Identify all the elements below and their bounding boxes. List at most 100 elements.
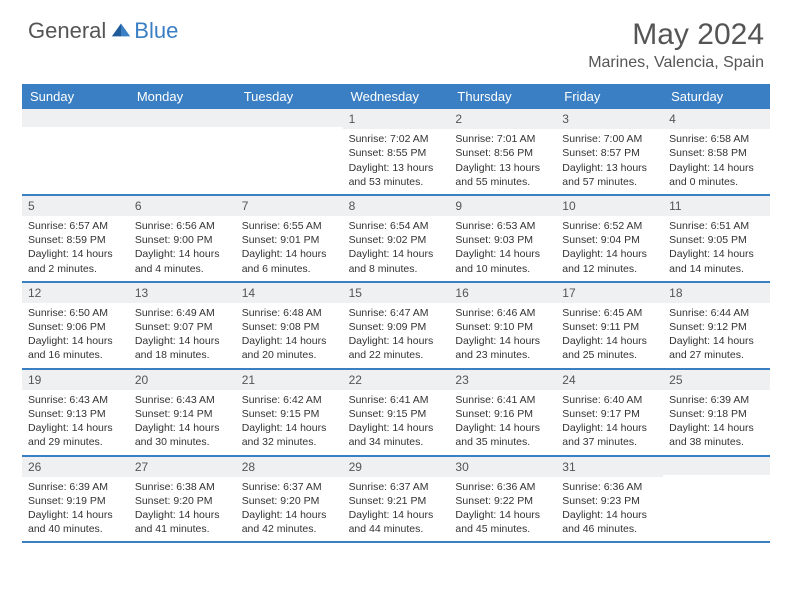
day-header-fri: Friday xyxy=(556,84,663,109)
cell-body xyxy=(129,127,236,185)
cell-body: Sunrise: 6:36 AMSunset: 9:22 PMDaylight:… xyxy=(449,477,556,542)
calendar-cell xyxy=(22,109,129,194)
day-number: 20 xyxy=(129,370,236,390)
cell-body: Sunrise: 6:39 AMSunset: 9:18 PMDaylight:… xyxy=(663,390,770,455)
sunset-text: Sunset: 9:13 PM xyxy=(28,407,123,421)
calendar-cell: 31Sunrise: 6:36 AMSunset: 9:23 PMDayligh… xyxy=(556,457,663,542)
sunset-text: Sunset: 9:12 PM xyxy=(669,320,764,334)
daylight-text: Daylight: 14 hours and 35 minutes. xyxy=(455,421,550,449)
calendar-cell: 21Sunrise: 6:42 AMSunset: 9:15 PMDayligh… xyxy=(236,370,343,455)
cell-body: Sunrise: 6:56 AMSunset: 9:00 PMDaylight:… xyxy=(129,216,236,281)
sunset-text: Sunset: 9:03 PM xyxy=(455,233,550,247)
sunrise-text: Sunrise: 6:46 AM xyxy=(455,306,550,320)
sunrise-text: Sunrise: 6:48 AM xyxy=(242,306,337,320)
sunset-text: Sunset: 9:02 PM xyxy=(349,233,444,247)
calendar-cell: 5Sunrise: 6:57 AMSunset: 8:59 PMDaylight… xyxy=(22,196,129,281)
daylight-text: Daylight: 14 hours and 38 minutes. xyxy=(669,421,764,449)
sunrise-text: Sunrise: 6:44 AM xyxy=(669,306,764,320)
cell-body: Sunrise: 7:02 AMSunset: 8:55 PMDaylight:… xyxy=(343,129,450,194)
day-number: 18 xyxy=(663,283,770,303)
day-number xyxy=(129,109,236,127)
daylight-text: Daylight: 14 hours and 12 minutes. xyxy=(562,247,657,275)
day-number: 22 xyxy=(343,370,450,390)
cell-body: Sunrise: 6:51 AMSunset: 9:05 PMDaylight:… xyxy=(663,216,770,281)
sunset-text: Sunset: 9:00 PM xyxy=(135,233,230,247)
calendar-cell: 7Sunrise: 6:55 AMSunset: 9:01 PMDaylight… xyxy=(236,196,343,281)
sunrise-text: Sunrise: 6:51 AM xyxy=(669,219,764,233)
cell-body xyxy=(236,127,343,185)
day-number: 27 xyxy=(129,457,236,477)
sunrise-text: Sunrise: 6:57 AM xyxy=(28,219,123,233)
sunset-text: Sunset: 9:17 PM xyxy=(562,407,657,421)
cell-body: Sunrise: 6:58 AMSunset: 8:58 PMDaylight:… xyxy=(663,129,770,194)
daylight-text: Daylight: 14 hours and 16 minutes. xyxy=(28,334,123,362)
day-number: 13 xyxy=(129,283,236,303)
cell-body: Sunrise: 6:43 AMSunset: 9:13 PMDaylight:… xyxy=(22,390,129,455)
sunrise-text: Sunrise: 6:53 AM xyxy=(455,219,550,233)
day-number: 26 xyxy=(22,457,129,477)
daylight-text: Daylight: 14 hours and 37 minutes. xyxy=(562,421,657,449)
sunrise-text: Sunrise: 6:54 AM xyxy=(349,219,444,233)
sunrise-text: Sunrise: 6:43 AM xyxy=(28,393,123,407)
week-row: 26Sunrise: 6:39 AMSunset: 9:19 PMDayligh… xyxy=(22,457,770,544)
day-number: 5 xyxy=(22,196,129,216)
calendar-cell: 29Sunrise: 6:37 AMSunset: 9:21 PMDayligh… xyxy=(343,457,450,542)
sunrise-text: Sunrise: 7:00 AM xyxy=(562,132,657,146)
calendar-cell: 10Sunrise: 6:52 AMSunset: 9:04 PMDayligh… xyxy=(556,196,663,281)
sunset-text: Sunset: 9:14 PM xyxy=(135,407,230,421)
cell-body: Sunrise: 6:36 AMSunset: 9:23 PMDaylight:… xyxy=(556,477,663,542)
calendar-cell: 20Sunrise: 6:43 AMSunset: 9:14 PMDayligh… xyxy=(129,370,236,455)
daylight-text: Daylight: 14 hours and 29 minutes. xyxy=(28,421,123,449)
daylight-text: Daylight: 14 hours and 14 minutes. xyxy=(669,247,764,275)
cell-body: Sunrise: 6:41 AMSunset: 9:15 PMDaylight:… xyxy=(343,390,450,455)
day-number: 21 xyxy=(236,370,343,390)
day-number: 11 xyxy=(663,196,770,216)
sunrise-text: Sunrise: 6:37 AM xyxy=(349,480,444,494)
daylight-text: Daylight: 14 hours and 40 minutes. xyxy=(28,508,123,536)
sunrise-text: Sunrise: 6:41 AM xyxy=(455,393,550,407)
calendar-cell: 4Sunrise: 6:58 AMSunset: 8:58 PMDaylight… xyxy=(663,109,770,194)
calendar-cell: 26Sunrise: 6:39 AMSunset: 9:19 PMDayligh… xyxy=(22,457,129,542)
sunrise-text: Sunrise: 6:52 AM xyxy=(562,219,657,233)
calendar-cell: 8Sunrise: 6:54 AMSunset: 9:02 PMDaylight… xyxy=(343,196,450,281)
sunset-text: Sunset: 9:20 PM xyxy=(242,494,337,508)
calendar-cell: 23Sunrise: 6:41 AMSunset: 9:16 PMDayligh… xyxy=(449,370,556,455)
calendar-cell: 11Sunrise: 6:51 AMSunset: 9:05 PMDayligh… xyxy=(663,196,770,281)
day-number: 8 xyxy=(343,196,450,216)
sunset-text: Sunset: 9:07 PM xyxy=(135,320,230,334)
cell-body: Sunrise: 6:55 AMSunset: 9:01 PMDaylight:… xyxy=(236,216,343,281)
day-headers-row: Sunday Monday Tuesday Wednesday Thursday… xyxy=(22,84,770,109)
day-number: 14 xyxy=(236,283,343,303)
cell-body: Sunrise: 6:53 AMSunset: 9:03 PMDaylight:… xyxy=(449,216,556,281)
cell-body: Sunrise: 6:52 AMSunset: 9:04 PMDaylight:… xyxy=(556,216,663,281)
day-header-tue: Tuesday xyxy=(236,84,343,109)
day-number: 10 xyxy=(556,196,663,216)
sunset-text: Sunset: 9:23 PM xyxy=(562,494,657,508)
daylight-text: Daylight: 14 hours and 32 minutes. xyxy=(242,421,337,449)
sunset-text: Sunset: 9:09 PM xyxy=(349,320,444,334)
daylight-text: Daylight: 13 hours and 53 minutes. xyxy=(349,161,444,189)
sunrise-text: Sunrise: 6:36 AM xyxy=(455,480,550,494)
page-title: May 2024 xyxy=(588,18,764,52)
week-row: 12Sunrise: 6:50 AMSunset: 9:06 PMDayligh… xyxy=(22,283,770,370)
daylight-text: Daylight: 14 hours and 6 minutes. xyxy=(242,247,337,275)
calendar-cell xyxy=(236,109,343,194)
cell-body: Sunrise: 7:01 AMSunset: 8:56 PMDaylight:… xyxy=(449,129,556,194)
sunset-text: Sunset: 8:57 PM xyxy=(562,146,657,160)
cell-body: Sunrise: 6:45 AMSunset: 9:11 PMDaylight:… xyxy=(556,303,663,368)
daylight-text: Daylight: 14 hours and 10 minutes. xyxy=(455,247,550,275)
daylight-text: Daylight: 13 hours and 57 minutes. xyxy=(562,161,657,189)
daylight-text: Daylight: 14 hours and 0 minutes. xyxy=(669,161,764,189)
sunrise-text: Sunrise: 6:38 AM xyxy=(135,480,230,494)
day-number: 3 xyxy=(556,109,663,129)
daylight-text: Daylight: 14 hours and 2 minutes. xyxy=(28,247,123,275)
sunset-text: Sunset: 9:15 PM xyxy=(242,407,337,421)
calendar-cell: 13Sunrise: 6:49 AMSunset: 9:07 PMDayligh… xyxy=(129,283,236,368)
day-number: 28 xyxy=(236,457,343,477)
day-number: 15 xyxy=(343,283,450,303)
day-number: 9 xyxy=(449,196,556,216)
title-block: May 2024 Marines, Valencia, Spain xyxy=(588,18,764,72)
calendar-cell: 6Sunrise: 6:56 AMSunset: 9:00 PMDaylight… xyxy=(129,196,236,281)
sunset-text: Sunset: 9:05 PM xyxy=(669,233,764,247)
sunset-text: Sunset: 9:08 PM xyxy=(242,320,337,334)
